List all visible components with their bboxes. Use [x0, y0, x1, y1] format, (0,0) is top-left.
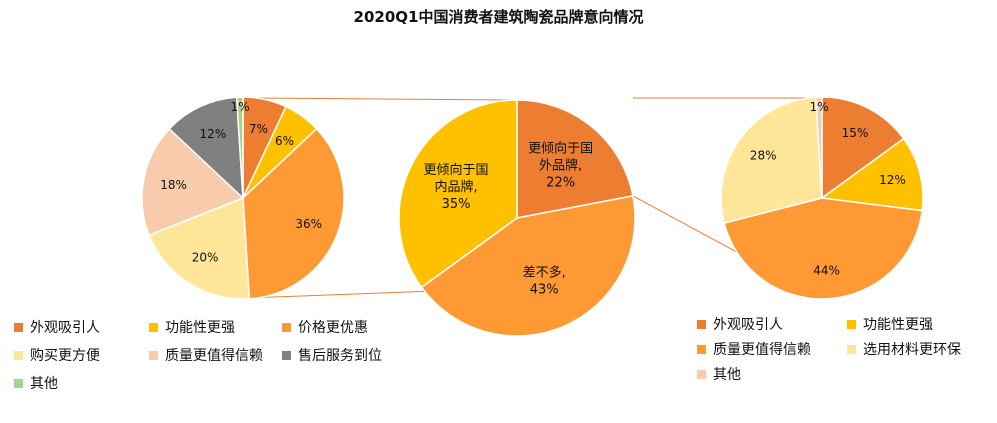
legend0-label-4: 质量更值得信赖 [165, 348, 263, 364]
pie2-label-1: 12% [879, 173, 906, 187]
legend2-item-2: 质量更值得信赖 [697, 339, 811, 359]
legend0-label-6: 其他 [30, 376, 58, 392]
pie1-slice-1 [420, 195, 636, 337]
pie-left: 7% 6% 36% 20% 18% 12% 1% [141, 96, 345, 300]
legend2-label-4: 其他 [713, 367, 741, 383]
pie1-label-1-line-0: 差不多, [523, 264, 566, 280]
pie0-label-2: 36% [295, 217, 322, 231]
legend0-swatch-6 [14, 378, 23, 388]
pie2-slice-1 [820, 137, 924, 212]
legend2-label-0: 外观吸引人 [713, 317, 783, 333]
pie0-label-0: 7% [249, 122, 268, 136]
pie1-label-2-line-0: 更倾向于国 [424, 162, 489, 178]
legend0-swatch-4 [149, 350, 158, 360]
legend2-item-4: 其他 [697, 364, 741, 384]
pie0-label-6: 1% [231, 100, 250, 114]
legend0-item-3: 购买更方便 [14, 345, 100, 365]
pie2-label-4: 1% [810, 100, 829, 114]
pie2-slice-4 [814, 96, 823, 199]
legend2-item-1: 功能性更强 [847, 314, 933, 334]
pie0-label-5: 12% [200, 127, 227, 141]
connector-line-0 [247, 97, 518, 101]
legend0-label-2: 价格更优惠 [298, 320, 368, 336]
pie0-slice-6 [235, 96, 244, 199]
pie0-slice-4 [141, 127, 245, 237]
pie1-label-2-line-2: 35% [442, 197, 471, 212]
legend2-label-3: 选用材料更环保 [863, 342, 961, 358]
chart-title: 2020Q1中国消费者建筑陶瓷品牌意向情况 [353, 8, 644, 26]
legend0-item-1: 功能性更强 [149, 317, 235, 337]
legend2-label-1: 功能性更强 [863, 317, 933, 333]
legend2-item-0: 外观吸引人 [697, 314, 783, 334]
legend0-label-3: 购买更方便 [30, 348, 100, 364]
pie1-label-2-line-1: 内品牌, [434, 179, 477, 195]
pie1-slice-2 [398, 99, 518, 289]
legend0-swatch-1 [149, 322, 158, 332]
legend0-swatch-0 [14, 322, 23, 332]
pie2-slice-0 [821, 96, 905, 200]
legend0-label-0: 外观吸引人 [30, 320, 100, 336]
legend0-swatch-3 [14, 350, 23, 360]
pie2-label-0: 15% [842, 126, 869, 140]
pie2-slice-2 [723, 197, 924, 300]
pie1-label-0-line-0: 更倾向于国 [528, 140, 593, 156]
pie0-label-4: 18% [160, 178, 187, 192]
legend0-item-2: 价格更优惠 [282, 317, 368, 337]
pie1-label-1-line-1: 43% [530, 282, 559, 297]
pie0-label-3: 20% [192, 251, 219, 265]
pie0-slice-3 [148, 196, 251, 300]
legend2-item-3: 选用材料更环保 [847, 339, 961, 359]
pie1-label-0-line-2: 22% [546, 175, 575, 190]
legend2-swatch-4 [697, 369, 706, 379]
pie1-label-0-line-1: 外品牌, [539, 157, 582, 173]
legend0-item-5: 售后服务到位 [282, 345, 382, 365]
pie2-slice-3 [720, 96, 823, 225]
pie0-slice-2 [242, 127, 345, 300]
legend0-item-6: 其他 [14, 373, 58, 393]
legend2-swatch-1 [847, 319, 856, 329]
legend0-label-1: 功能性更强 [165, 320, 235, 336]
pie2-label-2: 44% [813, 264, 840, 278]
legend0-item-4: 质量更值得信赖 [149, 345, 263, 365]
pie2-label-3: 28% [750, 148, 777, 162]
legend2-label-2: 质量更值得信赖 [713, 342, 811, 358]
legend0-swatch-5 [282, 350, 291, 360]
legend2-swatch-0 [697, 319, 706, 329]
legend2-swatch-2 [697, 344, 706, 354]
legend0-label-5: 售后服务到位 [298, 348, 382, 364]
legend2-swatch-3 [847, 344, 856, 354]
pie1-slice-0 [516, 99, 634, 219]
pie0-label-1: 6% [275, 134, 294, 148]
pie0-slice-5 [168, 96, 244, 200]
legend0-swatch-2 [282, 322, 291, 332]
pie-right: 15% 12% 44% 28% 1% [720, 96, 924, 300]
legend0-item-0: 外观吸引人 [14, 317, 100, 337]
